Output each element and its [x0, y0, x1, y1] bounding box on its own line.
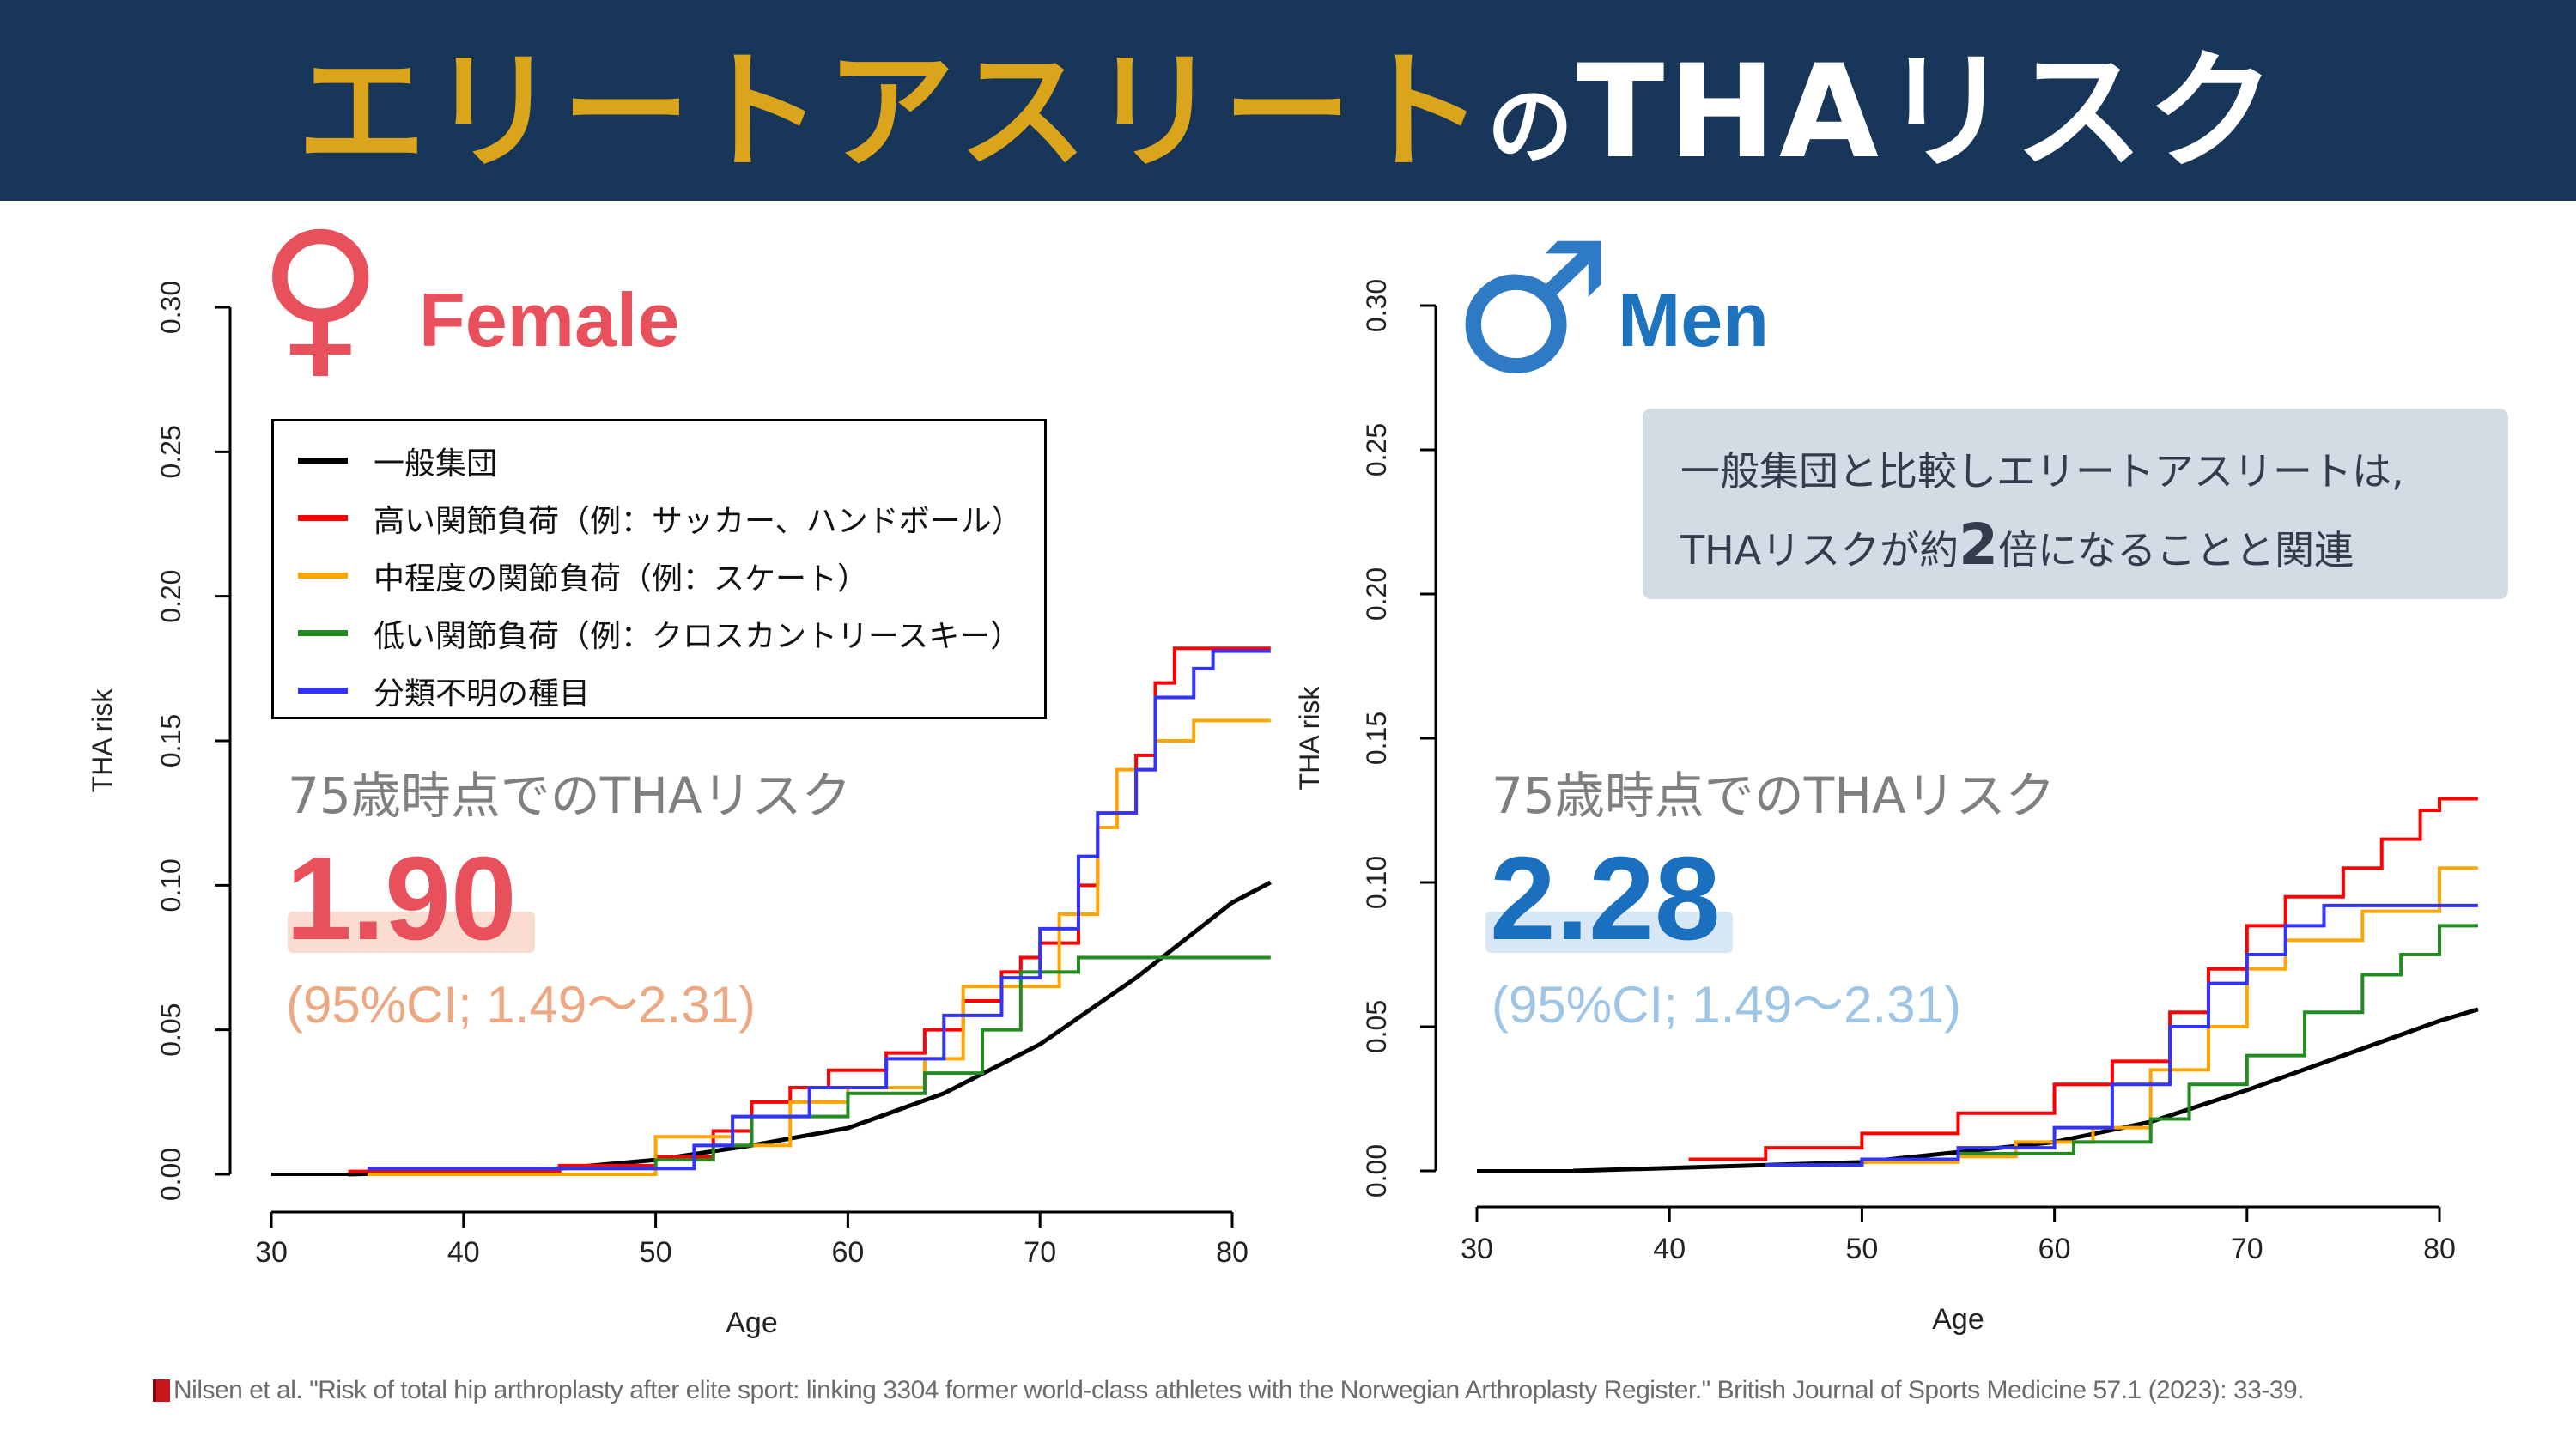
series-line-低い関節負荷: [367, 955, 1271, 1171]
legend-swatch: [298, 458, 348, 464]
y-tick-label: 0.10: [1361, 856, 1392, 909]
citation: Nilsen et al. "Risk of total hip arthrop…: [153, 1376, 2305, 1405]
men-ci: (95%CI; 1.49〜2.31): [1492, 976, 1961, 1034]
summary-note: 一般集団と比較しエリートアスリートは, THAリスクが約2倍になることと関連: [1643, 409, 2508, 599]
female-ci: (95%CI; 1.49〜2.31): [286, 976, 756, 1034]
y-tick-label: 0.05: [1361, 1000, 1392, 1053]
y-tick-label: 0.00: [1361, 1144, 1392, 1197]
x-axis-label: Age: [1932, 1303, 1984, 1336]
y-tick-label: 0.15: [155, 714, 186, 767]
legend-item: 中程度の関節負荷（例：スケート）: [298, 547, 1044, 604]
men-risk-label: 75歳時点でのTHAリスク: [1492, 767, 2056, 825]
legend-item: 高い関節負荷（例：サッカー、ハンドボール）: [298, 489, 1044, 547]
series-line-分類不明の種目: [367, 649, 1271, 1171]
x-tick-label: 30: [1461, 1233, 1493, 1265]
legend-swatch: [298, 573, 348, 579]
x-tick-label: 80: [1216, 1236, 1249, 1269]
men-title: Men: [1618, 277, 1769, 362]
x-tick-label: 80: [2423, 1233, 2456, 1265]
male-symbol-icon: ♂: [1451, 203, 1613, 414]
legend-swatch: [298, 688, 348, 694]
x-tick-label: 50: [640, 1236, 672, 1269]
y-tick-label: 0.30: [155, 281, 186, 334]
y-tick-label: 0.20: [155, 570, 186, 623]
x-tick-label: 60: [831, 1236, 864, 1269]
y-tick-label: 0.30: [1361, 279, 1392, 332]
female-risk-label: 75歳時点でのTHAリスク: [288, 767, 852, 825]
legend-item: 分類不明の種目: [298, 662, 1044, 719]
legend-swatch: [298, 630, 348, 636]
series-line-分類不明の種目: [1765, 903, 2478, 1167]
y-tick-label: 0.05: [155, 1003, 186, 1057]
y-axis-label: THA risk: [87, 688, 118, 793]
x-tick-label: 40: [447, 1236, 480, 1269]
y-tick-label: 0.25: [1361, 423, 1392, 476]
book-icon: [153, 1379, 170, 1402]
x-tick-label: 60: [2038, 1233, 2071, 1265]
y-tick-label: 0.00: [155, 1148, 186, 1201]
female-symbol-icon: ♀: [258, 196, 384, 396]
y-tick-label: 0.15: [1361, 712, 1392, 765]
x-tick-label: 50: [1845, 1233, 1878, 1265]
x-tick-label: 40: [1653, 1233, 1686, 1265]
men-highlight: [1485, 912, 1733, 953]
header-banner: エリートアスリートのTHAリスク: [0, 0, 2576, 201]
x-tick-label: 70: [2231, 1233, 2263, 1265]
men-risk-value: 2.28: [1490, 833, 1721, 965]
page-title: エリートアスリートのTHAリスク: [297, 37, 2279, 187]
female-highlight: [288, 912, 535, 953]
legend-swatch: [298, 515, 348, 521]
x-tick-label: 30: [255, 1236, 288, 1269]
y-tick-label: 0.25: [155, 425, 186, 478]
y-tick-label: 0.10: [155, 858, 186, 912]
y-tick-label: 0.20: [1361, 567, 1392, 621]
female-title: Female: [419, 277, 680, 362]
legend: 一般集団 高い関節負荷（例：サッカー、ハンドボール） 中程度の関節負荷（例：スケ…: [271, 419, 1047, 719]
legend-item: 一般集団: [298, 432, 1044, 489]
x-axis-label: Age: [726, 1307, 778, 1339]
female-risk-value: 1.90: [286, 833, 517, 965]
y-axis-label: THA risk: [1294, 686, 1325, 791]
legend-item: 低い関節負荷（例：クロスカントリースキー）: [298, 604, 1044, 662]
x-tick-label: 70: [1024, 1236, 1056, 1269]
